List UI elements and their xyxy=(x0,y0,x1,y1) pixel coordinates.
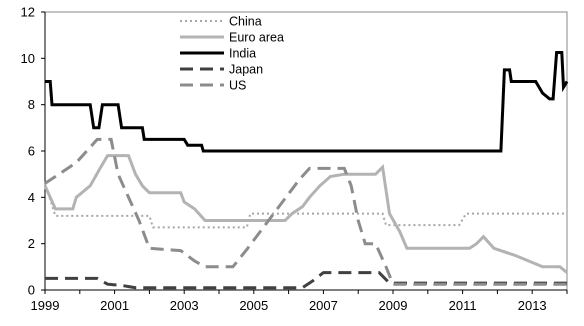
legend-label: China xyxy=(229,15,262,29)
y-tick-label: 8 xyxy=(28,97,35,112)
y-tick-label: 10 xyxy=(21,51,35,66)
x-tick-label: 2007 xyxy=(309,298,338,313)
series-line-euro-area xyxy=(43,154,568,274)
x-tick-label: 2001 xyxy=(100,298,129,313)
legend-label: US xyxy=(229,79,246,93)
y-tick-label: 2 xyxy=(28,236,35,251)
y-tick-label: 6 xyxy=(28,144,35,159)
series-line-japan xyxy=(45,271,567,290)
x-tick-label: 2009 xyxy=(379,298,408,313)
x-tick-label: 2003 xyxy=(170,298,199,313)
legend-label: Euro area xyxy=(229,31,284,45)
x-tick-label: 2013 xyxy=(518,298,547,313)
legend-label: Japan xyxy=(229,63,263,77)
legend: China Euro area India Japan US xyxy=(180,15,284,93)
series-lines xyxy=(43,51,569,290)
y-tick-label: 4 xyxy=(28,190,35,205)
x-tick-label: 2005 xyxy=(239,298,268,313)
y-tick-label: 0 xyxy=(28,283,35,298)
x-tick-label: 1999 xyxy=(31,298,60,313)
x-tick-label: 2011 xyxy=(449,298,477,313)
legend-label: India xyxy=(229,47,256,61)
series-line-us xyxy=(44,137,567,286)
series-line-india xyxy=(45,51,569,153)
y-tick-label: 12 xyxy=(21,5,35,20)
series-line-china xyxy=(44,183,567,229)
axes: 0 2 4 6 8 10 12 1999 2001 2003 2005 2007 2009 2011 201… xyxy=(21,5,568,313)
